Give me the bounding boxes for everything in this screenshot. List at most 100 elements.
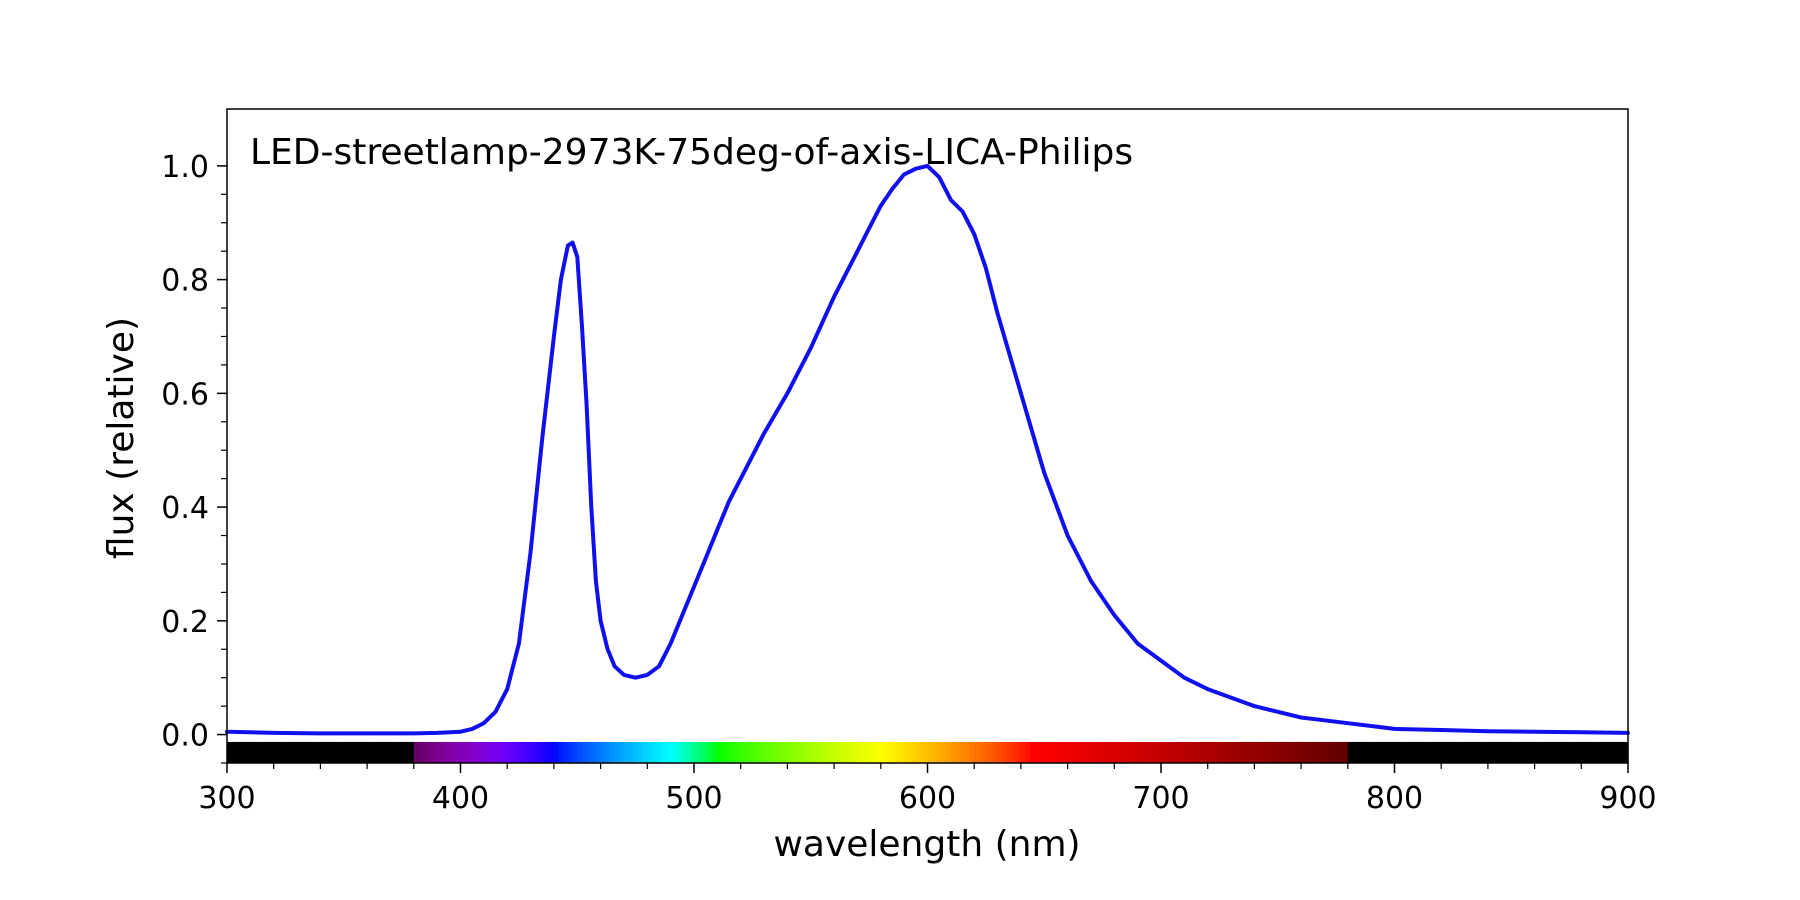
spectrum-segment [1431,741,1438,763]
spectrum-segment [1338,741,1344,763]
spectrum-segment [806,741,812,763]
spectrum-segment [343,741,350,763]
spectrum-segment [633,741,639,763]
spectrum-segment [1184,741,1190,763]
spectrum-segment [227,741,233,763]
spectrum-segment [488,741,494,763]
spectrum-segment [264,741,270,763]
spectrum-segment [1161,741,1167,763]
spectrum-segment [1226,741,1232,763]
spectrum-segment [1408,741,1414,763]
spectrum-segment [1217,741,1223,763]
spectrum-segment [1436,741,1442,763]
spectrum-segment [367,741,373,763]
spectrum-segment [857,741,863,763]
spectrum-segment [1282,741,1288,763]
spectrum-segment [1006,741,1013,763]
spectrum-segment [1609,741,1615,763]
spectrum-segment [1156,741,1162,763]
spectrum-segment [1254,741,1260,763]
spectrum-segment [567,741,574,763]
spectrum-segment [885,741,891,763]
spectrum-segment [782,741,788,763]
spectrum-segment [455,741,462,763]
spectrum-segment [670,741,676,763]
spectrum-segment [287,741,293,763]
spectrum-segment [703,741,709,763]
spectrum-segment [1501,741,1508,763]
spectrum-segment [1595,741,1601,763]
spectrum-segment [1128,741,1134,763]
spectrum-segment [1380,741,1386,763]
spectrum-segment [334,741,340,763]
spectrum-segment [661,741,667,763]
spectrum-segment [978,741,985,763]
spectrum-segment [399,741,406,763]
spectrum-segment [315,741,321,763]
spectrum-segment [689,741,695,763]
spectrum-segment [969,741,975,763]
spectrum-segment [890,741,896,763]
spectrum-segment [722,741,728,763]
spectrum-segment [1473,741,1480,763]
spectrum-segment [278,741,284,763]
spectrum-segment [1011,741,1017,763]
spectrum-segment [479,741,485,763]
spectrum-segment [418,741,424,763]
spectrum-segment [614,741,620,763]
spectrum-segment [1469,741,1475,763]
y-tick-label: 0.2 [161,605,209,640]
spectrum-segment [904,741,910,763]
spectrum-segment [810,741,817,763]
spectrum-segment [446,741,452,763]
spectrum-segment [539,741,546,763]
spectrum-segment [236,741,242,763]
spectrum-segment [357,741,364,763]
spectrum-segment [1062,741,1069,763]
spectrum-segment [530,741,536,763]
spectrum-segment [736,741,742,763]
spectrum-segment [824,741,831,763]
spectrum-segment [395,741,401,763]
spectrum-segment [1520,741,1526,763]
spectrum-segment [1534,741,1540,763]
spectrum-segment [465,741,471,763]
spectrum-segment [1529,741,1536,763]
spectrum-segment [320,741,326,763]
spectrum-segment [651,741,658,763]
spectrum-segment [1287,741,1293,763]
spectrum-segment [1487,741,1494,763]
spectrum-segment [413,741,420,763]
spectrum-segment [960,741,966,763]
spectrum-segment [1361,741,1368,763]
spectrum-segment [1394,741,1400,763]
spectrum-segment [535,741,541,763]
axis-ticks [217,165,1629,773]
spectrum-segment [1002,741,1008,763]
spectrum-segment [1090,741,1097,763]
spectrum-segment [1445,741,1452,763]
spectrum-segment [1553,741,1559,763]
spectrum-segment [1142,741,1148,763]
spectrum-segment [259,741,265,763]
spectrum-segment [325,741,331,763]
spectrum-segment [329,741,336,763]
spectrum-segment [922,741,929,763]
spectrum-segment [1557,741,1564,763]
spectrum-segment [423,741,429,763]
spectrum-segment [1427,741,1433,763]
spectrum-segment [1100,741,1106,763]
spectrum-segment [1203,741,1209,763]
spectrum-segment [1497,741,1503,763]
spectrum-segment [521,741,527,763]
spectrum-segment [679,741,686,763]
spectrum-segment [838,741,845,763]
spectrum-segment [726,741,732,763]
spectrum-segment [918,741,924,763]
spectrum-segment [525,741,532,763]
spectrum-segment [231,741,237,763]
spectrum-segment [483,741,490,763]
spectrum-segment [1515,741,1522,763]
spectrum-segment [899,741,905,763]
spectrum-segment [1277,741,1284,763]
